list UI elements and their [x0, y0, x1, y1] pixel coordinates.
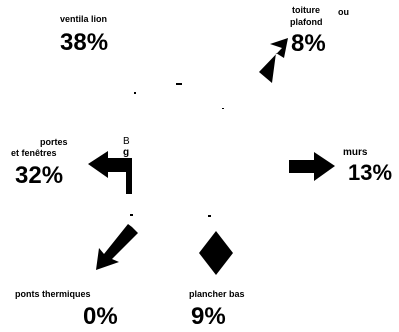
arrow-left-icon — [88, 151, 132, 194]
roof-label-line1: toiture — [292, 5, 320, 15]
ventilation-label: ventila lion — [60, 14, 108, 24]
doors-windows-label-line2: et fenêtres — [11, 148, 57, 158]
roof-percent: 8% — [291, 30, 326, 57]
ventilation-percent: 38% — [60, 29, 109, 56]
floor-percent: 9% — [191, 303, 226, 330]
arrow-down-left-icon — [96, 224, 138, 270]
arrow-right-icon — [289, 152, 335, 181]
floor-label: plancher bas — [189, 289, 245, 299]
roof-label-line2: plafond — [290, 17, 323, 27]
thermal-bridges-percent: 0% — [83, 303, 118, 330]
walls-percent: 13% — [348, 160, 393, 185]
walls-label: murs — [343, 147, 368, 158]
thermal-bridges-label: ponts thermiques — [15, 289, 91, 299]
stray-letter-g: g — [123, 147, 130, 158]
diamond-icon — [199, 231, 233, 275]
arrow-up-right-icon — [259, 38, 288, 83]
doors-windows-percent: 32% — [15, 162, 64, 189]
stray-letter-b: B — [123, 136, 130, 147]
roof-label-or: ou — [338, 7, 349, 17]
doors-windows-label-line1: portes — [40, 137, 68, 147]
scan-speckles — [130, 83, 224, 217]
